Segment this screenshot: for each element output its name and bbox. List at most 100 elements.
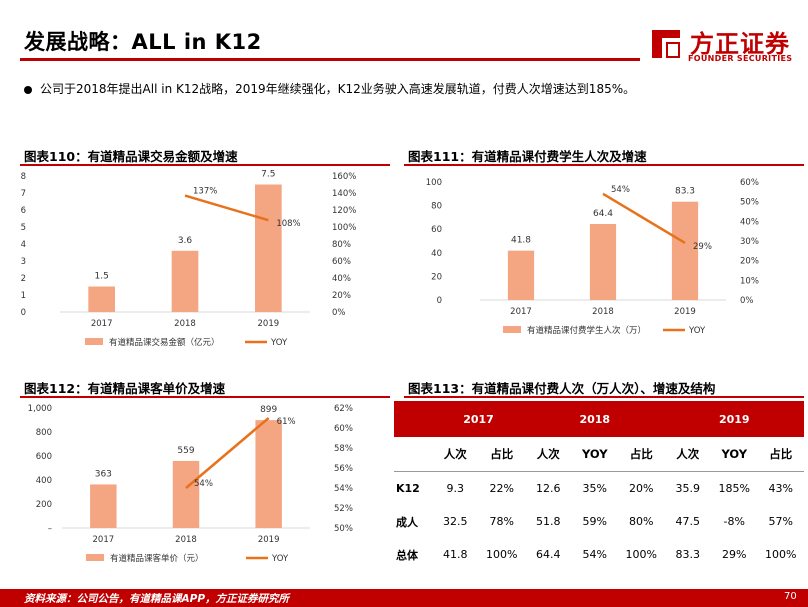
right-axis-tick-label: 10% [740, 276, 759, 286]
legend-line-label: YOY [271, 554, 289, 564]
table-cell: 185% [718, 482, 750, 495]
x-axis-tick-label: 2018 [592, 307, 614, 317]
chart-111-paid-students: 0 20 40 60 80 100 0% 10% 20% 30% 40% 50% 60% 41.8 64.4… [426, 178, 759, 336]
yoy-data-label: 54% [611, 185, 630, 195]
page-number: 70 [784, 591, 797, 602]
table-column-header: 人次 [432, 437, 479, 472]
table-cell: 100% [486, 548, 518, 561]
legend-line-label: YOY [270, 338, 288, 348]
right-axis-tick-label: 160% [332, 172, 356, 182]
table-cell: 83.3 [675, 548, 701, 561]
left-axis-tick-label: 2 [21, 274, 26, 284]
left-axis-tick-label: 3 [21, 257, 26, 267]
logo-mark-icon [652, 30, 680, 58]
right-axis-tick-label: 62% [334, 404, 353, 414]
x-axis-tick-label: 2019 [674, 307, 696, 317]
table-cell: 57% [768, 515, 793, 528]
bar [589, 224, 617, 300]
x-axis-tick-label: 2017 [93, 535, 115, 545]
table-column-header: YOY [711, 437, 758, 472]
table-row-label: K12 [396, 482, 420, 495]
bar-data-label: 41.8 [511, 236, 531, 246]
left-axis-tick-label: 80 [431, 202, 442, 212]
legend-line-label: YOY [688, 326, 706, 336]
chart-110-transaction-amount: 0123456780%20%40%60%80%100%120%140%160%1… [21, 170, 357, 349]
page-title: 发展战略：ALL in K12 [24, 30, 262, 54]
legend-bar-swatch [86, 554, 104, 561]
table-cell: 59% [582, 515, 607, 528]
table-column-header: 占比 [757, 437, 804, 472]
chart-111-rule [404, 164, 804, 166]
table-cell: -8% [723, 515, 745, 528]
table-column-header: 人次 [664, 437, 711, 472]
right-axis-tick-label: 80% [332, 240, 351, 250]
legend-bar-swatch [503, 326, 521, 333]
table-cell: 22% [489, 482, 514, 495]
chart-112-unit-price: – 200 400 600 800 1,000 50% 52% 54% 56% 58% 60% 62% 3… [28, 404, 353, 564]
bar-data-label: 899 [260, 405, 277, 415]
legend-bar-label: 有道精品课客单价（元） [110, 553, 204, 564]
table-cell: 20% [629, 482, 654, 495]
left-axis-tick-label: 6 [21, 206, 26, 216]
table-cell: 100% [765, 548, 797, 561]
bar [172, 460, 200, 528]
yoy-data-label: 54% [194, 479, 213, 489]
bar [255, 420, 282, 528]
left-axis-tick-label: 1 [21, 291, 26, 301]
left-axis-tick-label: 0 [21, 308, 26, 318]
legend-bar-label: 有道精品课交易金额（亿元） [109, 337, 220, 348]
chart-113-rule [404, 396, 804, 398]
header-divider [20, 58, 640, 61]
right-axis-tick-label: 52% [334, 504, 353, 514]
x-axis-tick-label: 2018 [174, 319, 196, 329]
left-axis-tick-label: 600 [36, 452, 52, 462]
table-column-header: YOY [571, 437, 618, 472]
bar [88, 286, 115, 312]
bar [671, 201, 699, 300]
bar [507, 250, 535, 300]
left-axis-tick-label: 8 [21, 172, 26, 182]
table-year-header: 2018 [525, 401, 665, 437]
right-axis-tick-label: 60% [334, 424, 353, 434]
bar [171, 250, 199, 312]
table-cell: 35.9 [675, 482, 701, 495]
logo-text-cn: 方正证券 [690, 30, 790, 58]
table-year-row: 2017 2018 2019 [394, 401, 804, 437]
table-row: K12 9.3 22% 12.6 35% 20% 35.9 185% 43% [394, 472, 804, 506]
table-cell: 54% [582, 548, 607, 561]
legend-bar-swatch [85, 338, 103, 345]
x-axis-tick-label: 2019 [258, 319, 280, 329]
table-cell: 80% [629, 515, 654, 528]
table-year-header: 2019 [664, 401, 804, 437]
table-row-label: 成人 [396, 515, 418, 529]
right-axis-tick-label: 50% [740, 198, 759, 208]
footer-band [0, 589, 808, 607]
chart-112-rule [20, 396, 390, 398]
right-axis-tick-label: 140% [332, 189, 356, 199]
yoy-line [184, 194, 269, 222]
table-cell: 41.8 [443, 548, 468, 561]
yoy-data-label: 61% [277, 417, 296, 427]
chart-111-title: 图表111：有道精品课付费学生人次及增速 [408, 149, 647, 164]
left-axis-tick-label: 0 [437, 296, 442, 306]
chart-110-rule [20, 164, 390, 166]
table-row-label: 总体 [396, 548, 418, 562]
left-axis-tick-label: 4 [21, 240, 26, 250]
bar-data-label: 3.6 [178, 236, 193, 246]
right-axis-tick-label: 120% [332, 206, 356, 216]
right-axis-tick-label: 56% [334, 464, 353, 474]
table-cell: 100% [625, 548, 657, 561]
right-axis-tick-label: 30% [740, 237, 759, 247]
table-cell: 12.6 [536, 482, 561, 495]
right-axis-tick-label: 40% [740, 217, 759, 227]
left-axis-tick-label: 200 [36, 500, 52, 510]
left-axis-tick-label: 40 [431, 249, 442, 259]
logo-text-en: FOUNDER SECURITIES [688, 54, 793, 63]
table-row: 总体 41.8 100% 64.4 54% 100% 83.3 29% 100% [394, 538, 804, 571]
right-axis-tick-label: 60% [332, 257, 351, 267]
table-cell: 29% [722, 548, 747, 561]
right-axis-tick-label: 60% [740, 178, 759, 188]
table-cell: 9.3 [446, 482, 465, 495]
right-axis-tick-label: 58% [334, 444, 353, 454]
table-cell: 78% [489, 515, 514, 528]
